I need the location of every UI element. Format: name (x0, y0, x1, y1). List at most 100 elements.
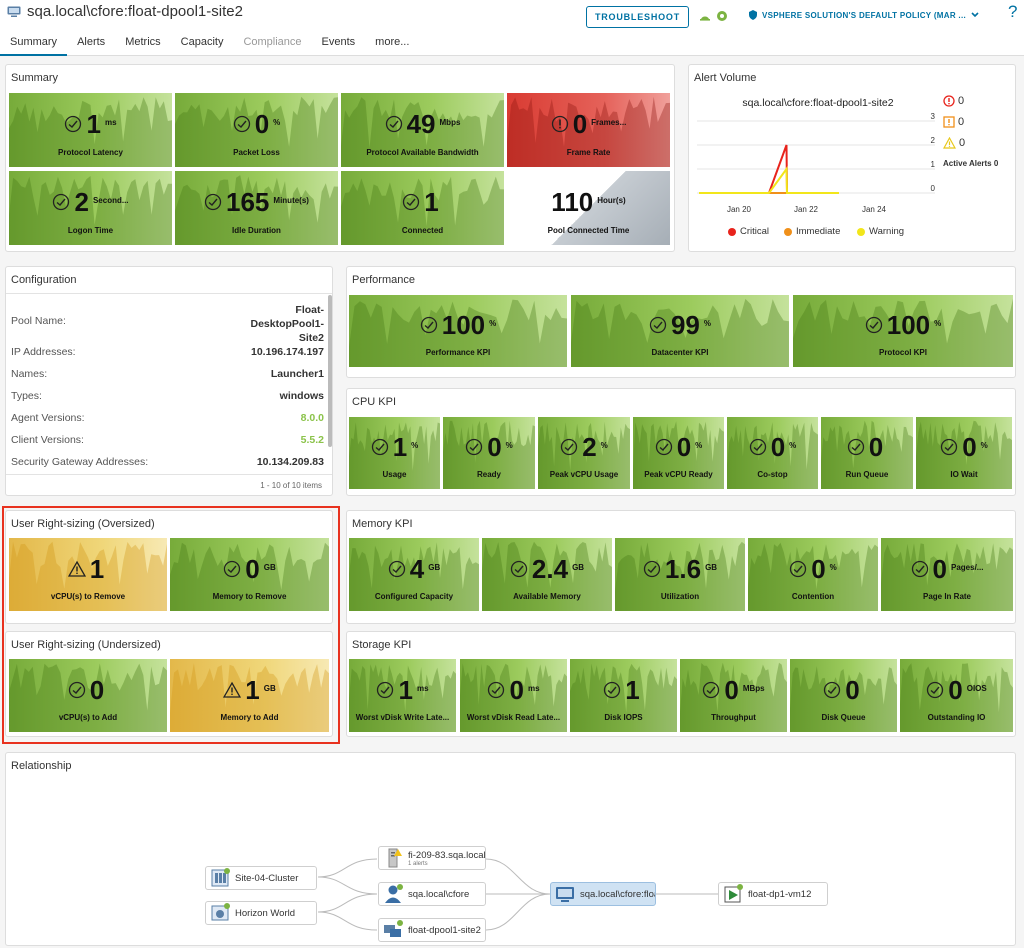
node-horizon-world[interactable]: Horizon World (205, 901, 317, 925)
memory-tile-contention[interactable]: 0% Contention (748, 538, 878, 611)
oversized-tile-memory-to-remove[interactable]: 0 GB Memory to Remove (170, 538, 329, 611)
memory-tile-page-in-rate[interactable]: 0 Pages/... Page In Rate (881, 538, 1013, 611)
tile-value: 4 (409, 553, 425, 584)
tile-value: 0 (676, 432, 692, 463)
node-host[interactable]: fi-209-83.sqa.local 1 alerts (378, 846, 486, 870)
node-site-04-cluster[interactable]: Site-04-Cluster (205, 866, 317, 890)
performance-tile-performance-kpi[interactable]: 100% Performance KPI (349, 295, 567, 367)
y-tick-label: 3 (931, 112, 936, 121)
cpu-tile-peak-vcpu-usage[interactable]: 2% Peak vCPU Usage (538, 417, 630, 489)
storage-tile-disk-queue[interactable]: 0 Disk Queue (790, 659, 897, 732)
tile-value-row: 0 OIOS (900, 677, 1013, 703)
node-session-selected[interactable]: sqa.local\cfore:floa (550, 882, 656, 906)
tile-sparkline (615, 541, 745, 611)
performance-tile-datacenter-kpi[interactable]: 99% Datacenter KPI (571, 295, 789, 367)
tab-metrics[interactable]: Metrics (125, 36, 161, 48)
cpu-tile-co-stop[interactable]: 0% Co-stop (727, 417, 818, 489)
tile-value-row: 0 (821, 434, 913, 460)
help-icon[interactable]: ? (1008, 2, 1018, 21)
tile-unit: % (829, 562, 837, 572)
tile-value: 165 (226, 186, 270, 217)
health-status-icon[interactable] (699, 10, 711, 22)
troubleshoot-button[interactable]: TROUBLESHOOT (586, 6, 689, 28)
storage-tile-worst-vdisk-write-late[interactable]: 1 ms Worst vDisk Write Late... (349, 659, 456, 732)
node-label: fi-209-83.sqa.local (408, 849, 486, 861)
performance-tile-protocol-kpi[interactable]: 100% Protocol KPI (793, 295, 1013, 367)
check-circle-icon (466, 439, 483, 456)
memory-tile-available-memory[interactable]: 2.4 GB Available Memory (482, 538, 612, 611)
summary-tile-protocol-latency[interactable]: 1 ms Protocol Latency (9, 93, 172, 167)
undersized-tile-vcpu-s-to-add[interactable]: 0 vCPU(s) to Add (9, 659, 167, 732)
tile-value-row: 2 Second... (9, 189, 172, 215)
cpu-tile-ready[interactable]: 0% Ready (443, 417, 535, 489)
tile-unit: % (695, 441, 703, 451)
tile-value: 2 (74, 186, 89, 217)
tab-alerts[interactable]: Alerts (77, 36, 106, 48)
oversized-tile-vcpu-s-to-remove[interactable]: 1 vCPU(s) to Remove (9, 538, 167, 611)
legend-warning[interactable]: Warning (857, 226, 904, 237)
policy-selector[interactable]: VSPHERE SOLUTION'S DEFAULT POLICY (MAR .… (748, 10, 980, 20)
divider (6, 474, 332, 475)
cpu-tile-usage[interactable]: 1% Usage (349, 417, 440, 489)
tile-value-row: 1 GB (170, 677, 329, 703)
cpu-tile-io-wait[interactable]: 0% IO Wait (916, 417, 1012, 489)
node-vm[interactable]: float-dp1-vm12 (718, 882, 828, 906)
desktop-session-icon (7, 6, 21, 17)
configuration-scrollbar[interactable] (328, 295, 332, 447)
summary-tile-pool-connected-time[interactable]: 110 Hour(s) Pool Connected Time (507, 171, 670, 245)
memory-tile-utilization[interactable]: 1.6 GB Utilization (615, 538, 745, 611)
node-user[interactable]: sqa.local\cfore (378, 882, 486, 906)
storage-tile-worst-vdisk-read-late[interactable]: 0 ms Worst vDisk Read Late... (460, 659, 567, 732)
tile-sparkline (9, 663, 167, 732)
summary-tile-logon-time[interactable]: 2 Second... Logon Time (9, 171, 172, 245)
config-value: Launcher1 (270, 368, 324, 380)
legend-critical[interactable]: Critical (728, 226, 769, 237)
undersized-title: User Right-sizing (Undersized) (11, 639, 161, 651)
check-circle-icon (561, 439, 578, 456)
tile-unit: Frames... (591, 117, 627, 127)
tab-compliance[interactable]: Compliance (243, 36, 302, 48)
tile-sparkline (9, 97, 172, 167)
summary-tile-idle-duration[interactable]: 165 Minute(s) Idle Duration (175, 171, 338, 245)
tile-sparkline (349, 664, 456, 732)
memory-tile-configured-capacity[interactable]: 4 GB Configured Capacity (349, 538, 479, 611)
summary-tile-packet-loss[interactable]: 0% Packet Loss (175, 93, 338, 167)
config-key: IP Addresses: (11, 346, 76, 358)
tile-value-row: 100% (349, 312, 567, 338)
check-circle-icon (53, 193, 70, 210)
storage-tile-throughput[interactable]: 0 MBps Throughput (680, 659, 787, 732)
summary-tile-connected[interactable]: 1 Connected (341, 171, 504, 245)
tile-value: 0 (89, 674, 105, 705)
storage-tile-disk-iops[interactable]: 1 Disk IOPS (570, 659, 677, 732)
legend-immediate[interactable]: Immediate (784, 226, 840, 237)
check-circle-icon (911, 560, 928, 577)
undersized-tile-memory-to-add[interactable]: 1 GB Memory to Add (170, 659, 329, 732)
summary-tile-frame-rate[interactable]: 0 Frames... Frame Rate (507, 93, 670, 167)
tile-value-row: 100% (793, 312, 1013, 338)
node-desktop-pool[interactable]: float-dpool1-site2 (378, 918, 486, 942)
tab-events[interactable]: Events (321, 36, 356, 48)
tile-sparkline (881, 543, 1013, 611)
tab-more[interactable]: more... (375, 36, 410, 48)
tile-value-row: 0% (443, 434, 535, 460)
tile-unit: % (489, 319, 497, 329)
tile-value: 1 (424, 186, 439, 217)
x-tick-label: Jan 20 (727, 205, 752, 214)
tile-value: 0 (962, 432, 977, 463)
legend-immediate-label: Immediate (796, 226, 841, 237)
check-circle-icon (388, 560, 405, 577)
cpu-tile-run-queue[interactable]: 0 Run Queue (821, 417, 913, 489)
tile-unit: % (789, 441, 797, 451)
node-label: sqa.local\cfore:floa (580, 888, 656, 900)
configuration-panel: Configuration Pool Name: Float- DesktopP… (5, 266, 333, 496)
power-state-icon[interactable] (716, 10, 728, 22)
tab-capacity[interactable]: Capacity (180, 36, 224, 48)
tile-value: 0 (509, 674, 524, 705)
config-value: 10.196.174.197 (251, 346, 324, 358)
storage-tile-outstanding-io[interactable]: 0 OIOS Outstanding IO (900, 659, 1013, 732)
summary-tile-protocol-available-bandwidth[interactable]: 49 Mbps Protocol Available Bandwidth (341, 93, 504, 167)
cpu-tile-peak-vcpu-ready[interactable]: 0% Peak vCPU Ready (633, 417, 724, 489)
tab-summary[interactable]: Summary (0, 34, 68, 56)
critical-alert-icon (943, 95, 955, 107)
object-title: sqa.local\cfore:float-dpool1-site2 (7, 3, 243, 20)
